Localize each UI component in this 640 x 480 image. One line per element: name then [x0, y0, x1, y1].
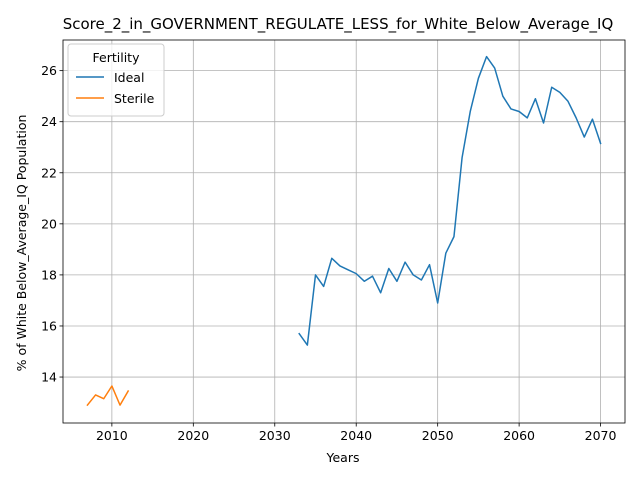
series-line-ideal: [298, 55, 602, 346]
y-tick-label: 26: [41, 63, 57, 78]
x-tick-label: 2050: [422, 428, 454, 443]
legend-title: Fertility: [93, 50, 141, 65]
axis-ticks: 2010 2020 2030 2040 2050 2060 2070 14 16 18 20 22 24…: [41, 63, 616, 443]
x-tick-label: 2070: [585, 428, 617, 443]
x-axis-label: Years: [326, 450, 360, 465]
legend-entry-sterile: Sterile: [114, 91, 155, 106]
series-line-sterile: [86, 385, 130, 407]
chart-title: Score_2_in_GOVERNMENT_REGULATE_LESS_for_…: [63, 15, 614, 34]
y-tick-label: 22: [41, 165, 57, 180]
x-tick-label: 2030: [259, 428, 291, 443]
grid-lines: [63, 40, 625, 423]
y-tick-label: 20: [41, 216, 57, 231]
series-lines: [86, 55, 602, 407]
x-tick-label: 2010: [96, 428, 128, 443]
y-tick-label: 24: [41, 114, 57, 129]
plot-area-frame: [62, 39, 626, 424]
legend-entry-ideal: Ideal: [114, 70, 144, 85]
x-tick-label: 2040: [340, 428, 372, 443]
y-tick-label: 18: [41, 267, 57, 282]
legend: Fertility Ideal Sterile: [67, 43, 165, 117]
y-tick-label: 16: [41, 318, 57, 333]
x-tick-label: 2020: [177, 428, 209, 443]
y-tick-label: 14: [41, 370, 57, 385]
x-tick-label: 2060: [503, 428, 535, 443]
y-axis-label: % of White Below_Average_IQ Population: [14, 115, 29, 372]
